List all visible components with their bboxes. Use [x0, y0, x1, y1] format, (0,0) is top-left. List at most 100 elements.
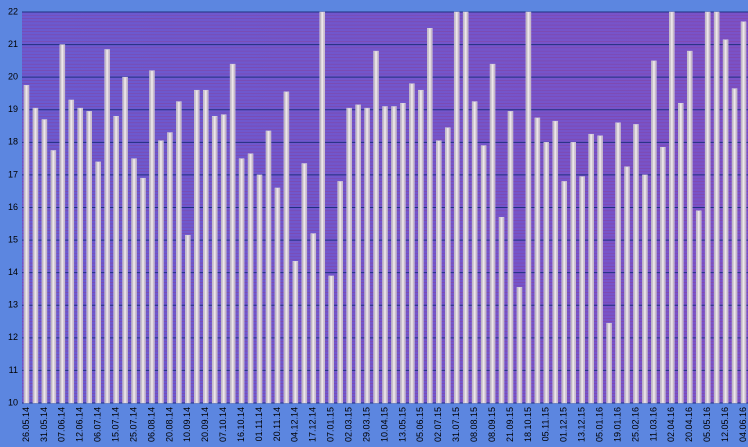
- x-tick-label: 10.04.15: [379, 407, 389, 442]
- x-tick-label: 13.05.15: [397, 407, 407, 442]
- bar: [722, 39, 729, 404]
- bar: [436, 140, 442, 404]
- y-tick-label: 22: [8, 6, 18, 16]
- bar: [480, 145, 487, 404]
- bar: [418, 89, 424, 404]
- bar: [337, 181, 343, 404]
- x-tick-label: 07.06.14: [57, 407, 67, 442]
- bar: [427, 28, 433, 404]
- bar: [194, 89, 200, 404]
- bar: [256, 174, 263, 404]
- x-tick-label: 20.11.14: [272, 407, 282, 441]
- bar: [453, 11, 460, 404]
- bar: [686, 50, 693, 404]
- bar: [23, 85, 30, 404]
- x-tick-label: 05.01.16: [594, 407, 604, 442]
- bar: [346, 107, 352, 404]
- bar: [319, 11, 326, 404]
- x-tick-label: 20.09.14: [200, 407, 210, 442]
- x-tick-label: 04.06.16: [738, 407, 748, 442]
- bar: [149, 70, 155, 404]
- x-tick-label: 02.03.15: [344, 407, 354, 442]
- x-tick-label: 02.07.15: [433, 407, 443, 442]
- x-tick-label: 02.04.16: [666, 407, 676, 442]
- bar: [220, 114, 227, 404]
- bar: [471, 101, 478, 404]
- x-tick-label: 01.11.14: [254, 407, 264, 441]
- bar: [579, 176, 585, 404]
- bar: [113, 116, 119, 404]
- bar: [561, 181, 568, 404]
- y-tick-label: 19: [8, 104, 18, 114]
- bar: [301, 163, 308, 404]
- x-tick-label: 12.06.14: [75, 407, 85, 442]
- bar: [624, 166, 630, 404]
- bar: [140, 177, 146, 404]
- x-tick-label: 11.03.16: [648, 407, 658, 441]
- bar: [642, 174, 648, 404]
- bar: [41, 119, 48, 404]
- bar: [292, 261, 299, 404]
- bar: [167, 132, 173, 404]
- x-tick-label: 15.07.14: [110, 407, 120, 442]
- bar: [95, 161, 101, 404]
- bar: [516, 287, 523, 404]
- x-tick-label: 08.09.15: [487, 407, 497, 442]
- bar: [669, 11, 675, 404]
- x-tick-label: 07.01.15: [326, 407, 336, 442]
- bar: [50, 150, 57, 404]
- y-tick-label: 18: [8, 137, 18, 147]
- bar: [328, 275, 334, 404]
- x-tick-label: 17.12.14: [308, 407, 318, 442]
- bar: [122, 76, 128, 404]
- bar: [310, 233, 317, 404]
- bar: [740, 21, 747, 404]
- bar: [695, 210, 702, 404]
- bar: [355, 104, 361, 404]
- bar: [274, 187, 281, 404]
- bar: [660, 146, 666, 404]
- bar: [238, 158, 245, 404]
- bar: [391, 106, 397, 404]
- x-tick-label: 29.03.15: [361, 407, 371, 442]
- bar: [202, 89, 209, 404]
- bar: [68, 99, 75, 404]
- bar: [409, 83, 415, 404]
- bar: [606, 322, 612, 404]
- y-tick-label: 15: [8, 234, 18, 244]
- x-tick-label: 01.12.15: [559, 407, 569, 442]
- bar: [489, 63, 496, 404]
- bar: [265, 130, 272, 404]
- bar: [59, 44, 66, 404]
- x-tick-label: 20.04.16: [684, 407, 694, 442]
- y-tick-label: 16: [8, 202, 18, 212]
- x-tick-label: 21.09.15: [505, 407, 515, 442]
- bar: [507, 111, 514, 404]
- bar: [32, 107, 39, 404]
- x-tick-label: 07.10.14: [218, 407, 228, 442]
- bar: [86, 111, 92, 404]
- x-tick-label: 04.12.14: [290, 407, 300, 442]
- bar: [534, 117, 541, 404]
- bar: [498, 217, 505, 404]
- bar: [651, 60, 657, 404]
- bar: [158, 140, 164, 404]
- y-tick-label: 11: [9, 365, 18, 375]
- x-tick-label: 19.01.16: [612, 407, 622, 442]
- x-tick-label: 05.06.15: [415, 407, 425, 442]
- bar: [597, 135, 603, 404]
- bar: [104, 49, 110, 404]
- bar: [704, 11, 711, 404]
- bar: [570, 142, 576, 404]
- bar: [713, 11, 720, 404]
- x-tick-label: 06.08.14: [146, 407, 156, 442]
- x-tick-label: 25.07.14: [128, 407, 138, 442]
- bar: [247, 153, 254, 404]
- y-tick-label: 10: [8, 397, 18, 407]
- y-tick-label: 14: [8, 267, 18, 277]
- x-tick-label: 31.07.15: [451, 407, 461, 442]
- bar: [77, 107, 84, 404]
- x-tick-label: 26.05.14: [21, 407, 31, 442]
- y-tick-label: 12: [8, 332, 18, 342]
